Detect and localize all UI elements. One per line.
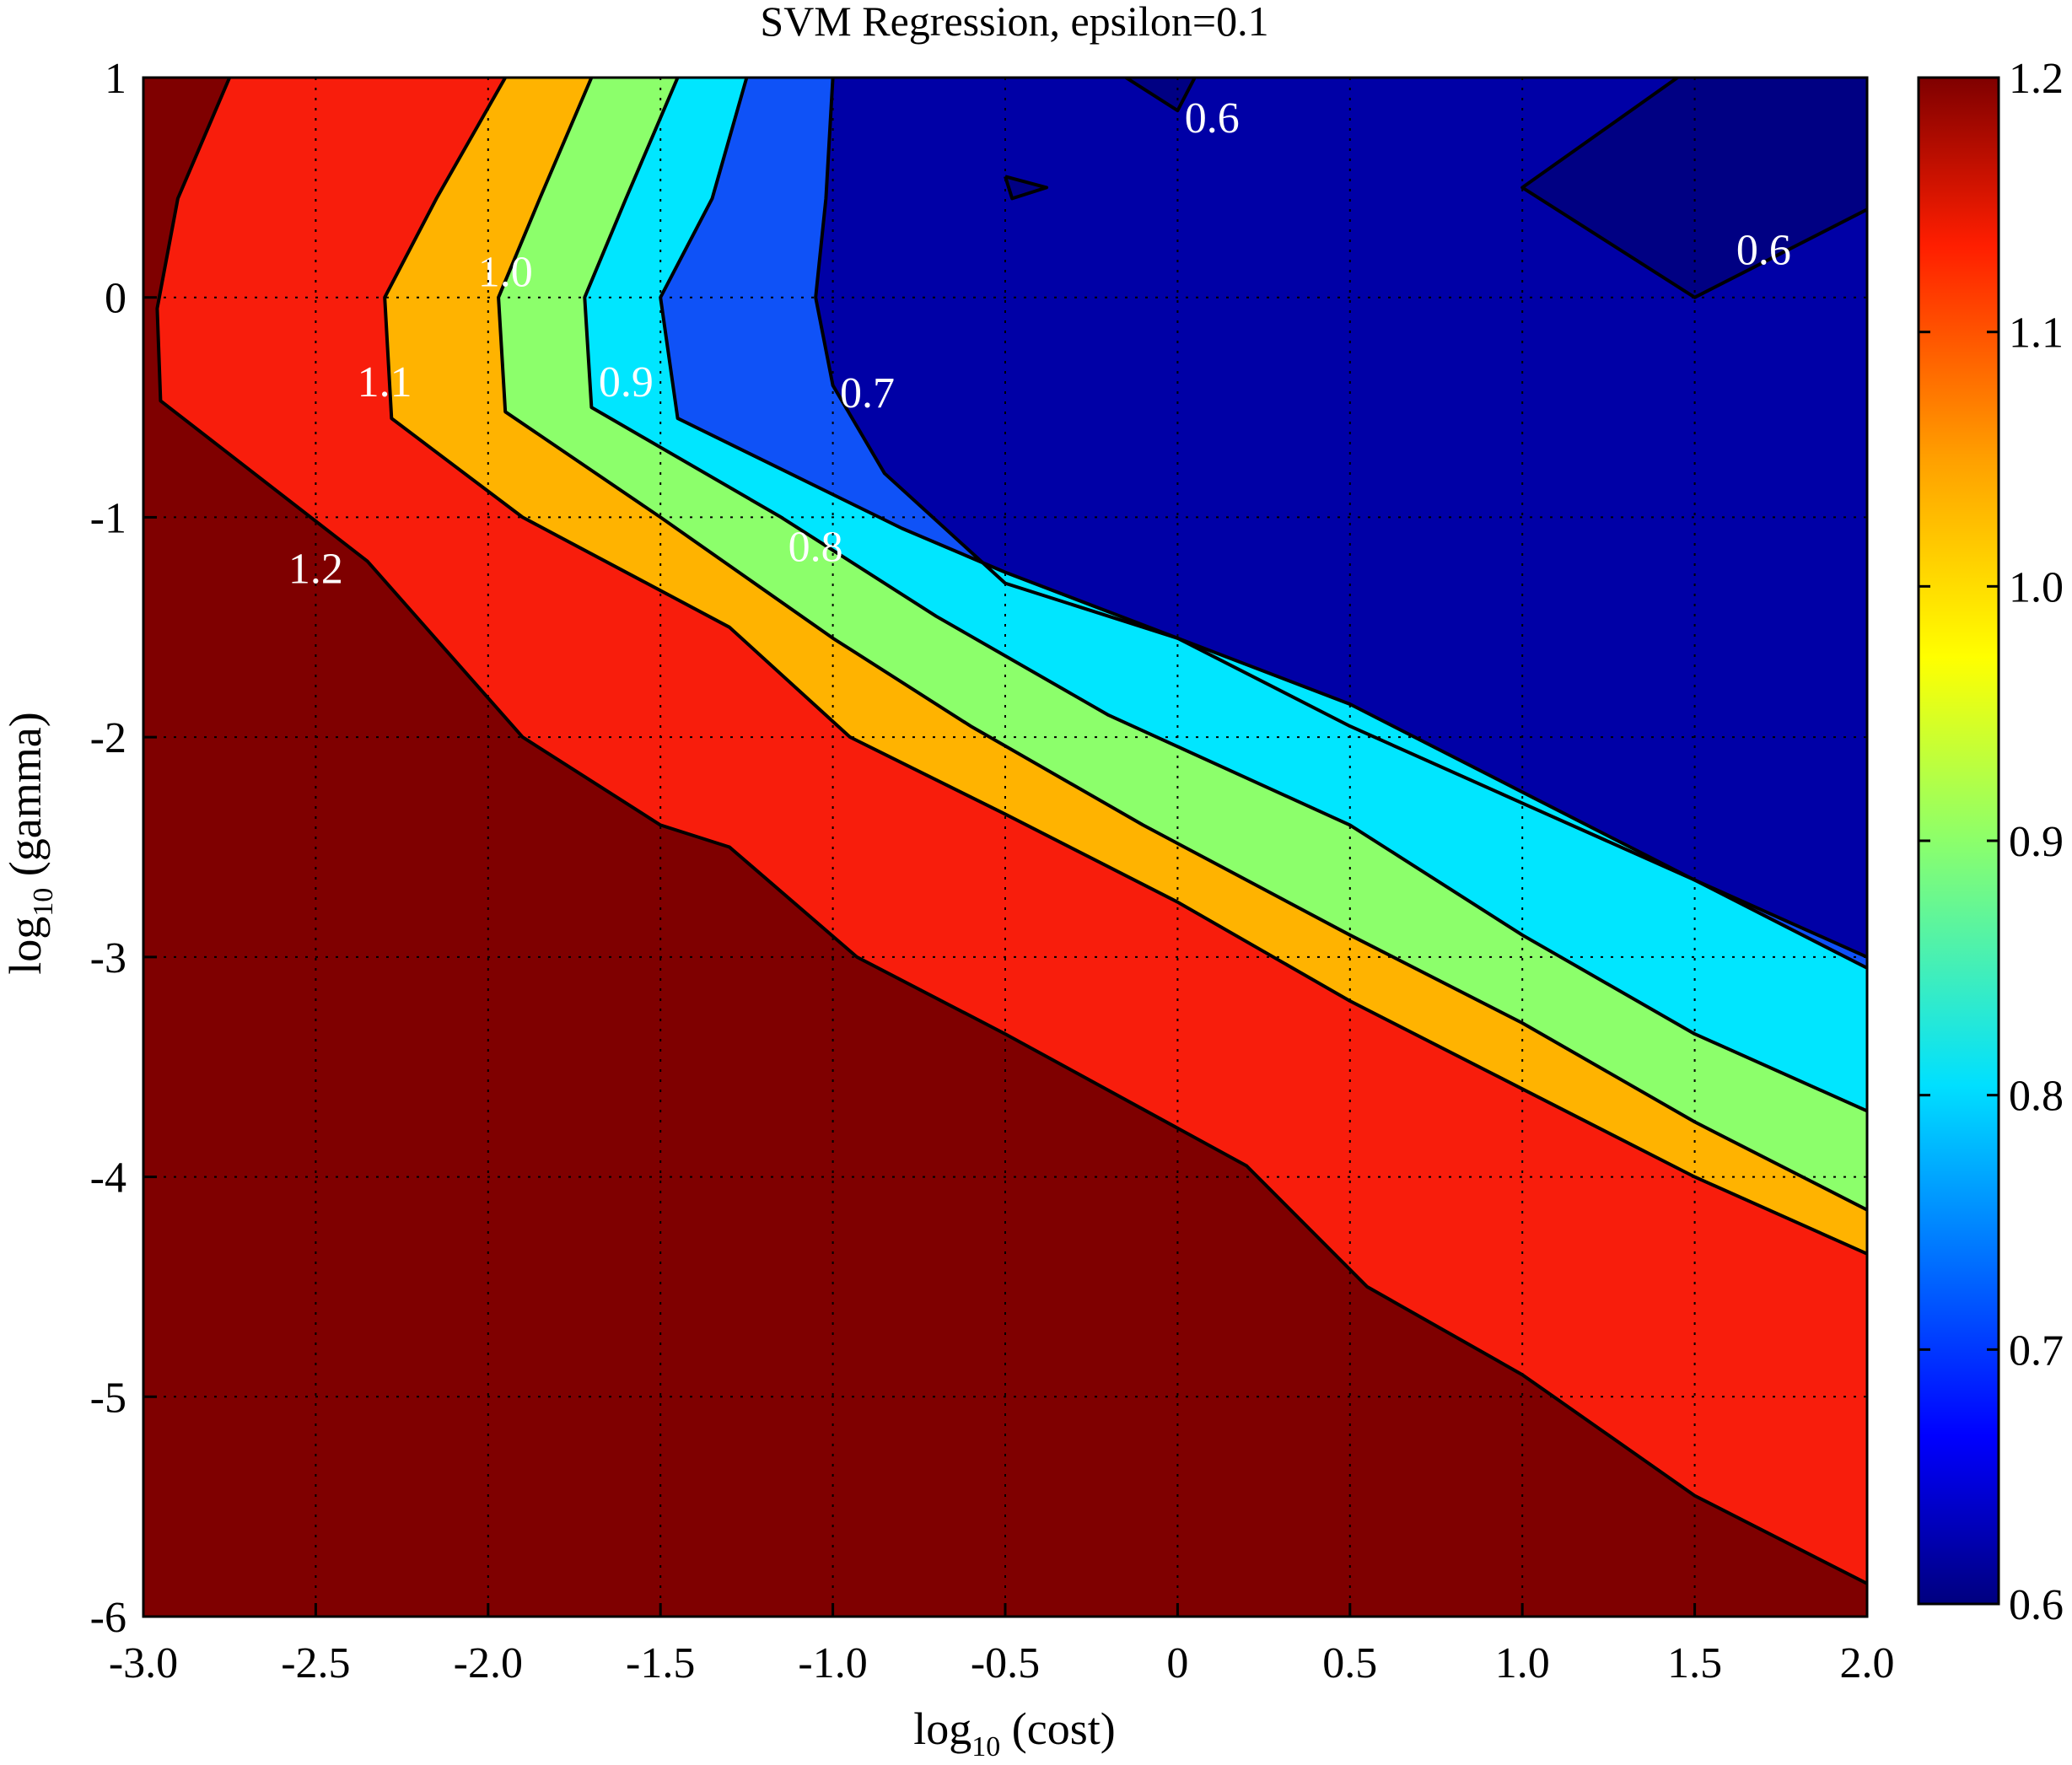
contour-label: 1.1: [358, 358, 412, 406]
colorbar-ticks: 1.2 1.1 1.0 0.9 0.8 0.7 0.6: [1919, 55, 2064, 1629]
x-tick-label: 0: [1166, 1639, 1188, 1687]
contour-label: 1.0: [478, 249, 533, 297]
colorbar-tick-label: 0.9: [2009, 818, 2064, 866]
contour-line-1.1: [383, 78, 1867, 1256]
contour-label: 0.7: [840, 369, 895, 417]
y-axis-label: log10 (gamma): [0, 712, 59, 974]
y-tick-label: -2: [90, 714, 126, 762]
x-tick-label: 1.0: [1495, 1639, 1550, 1687]
contour-label: 1.2: [288, 546, 343, 594]
colorbar-tick-label: 1.1: [2009, 309, 2064, 358]
contour-line-0.6: [1125, 78, 1197, 113]
x-tick-label: 1.5: [1667, 1639, 1722, 1687]
x-tick-label: -1.0: [798, 1639, 867, 1687]
contour-label: 0.6: [1185, 94, 1240, 143]
x-tick-label: -2.5: [281, 1639, 350, 1687]
y-tick-label: -5: [90, 1374, 126, 1422]
contour-line-0.6: [1004, 175, 1049, 201]
y-tick-label: -6: [90, 1594, 126, 1642]
band-above-1.2: [143, 78, 1867, 1617]
x-tick-label: -0.5: [971, 1639, 1040, 1687]
band-below-0.6-1: [1005, 176, 1047, 199]
y-tick-label: -4: [90, 1154, 126, 1203]
chart-title: SVM Regression, epsilon=0.1: [760, 0, 1268, 45]
y-tick-label: -3: [90, 934, 126, 982]
colorbar-tick-label: 0.8: [2009, 1073, 2064, 1121]
colorbar-tick-label: 1.2: [2009, 55, 2064, 103]
x-tick-label: 2.0: [1840, 1639, 1895, 1687]
contour-label: 0.8: [788, 524, 843, 572]
y-tick-label: 0: [105, 275, 126, 323]
colorbar-tick-label: 0.7: [2009, 1326, 2064, 1375]
colorbar-tick-label: 1.0: [2009, 563, 2064, 611]
colorbar-gradient: [1917, 76, 2000, 1606]
contour-line-1: [497, 78, 1867, 1212]
colorbar-tick-label: 0.6: [2009, 1581, 2064, 1629]
y-axis-ticks: 1 0 -1 -2 -3 -4 -5 -6: [90, 55, 157, 1642]
contour-line-0.9: [583, 78, 1867, 1113]
x-axis-ticks: -3.0 -2.5 -2.0 -1.5 -1.0 -0.5 0 0.5 1.0 1.5 2.0: [109, 1603, 1895, 1687]
x-tick-label: -3.0: [109, 1639, 178, 1687]
x-tick-label: -2.0: [454, 1639, 523, 1687]
x-tick-label: -1.5: [626, 1639, 695, 1687]
contour-label: 0.9: [599, 358, 654, 406]
x-tick-label: 0.5: [1322, 1639, 1377, 1687]
colorbar: 1.2 1.1 1.0 0.9 0.8 0.7 0.6: [1917, 55, 2064, 1629]
contour-line-0.8: [659, 78, 1867, 970]
y-tick-label: 1: [105, 55, 126, 103]
contour-label: 0.6: [1736, 227, 1791, 275]
contour-line-0.6: [1520, 78, 1867, 299]
band-below-0.6-0: [1126, 78, 1195, 111]
x-axis-label: log10 (cost): [913, 1703, 1115, 1762]
contour-line-0.7: [814, 78, 1867, 959]
y-tick-label: -1: [90, 494, 126, 542]
contour-line-1.2: [155, 78, 1867, 1585]
